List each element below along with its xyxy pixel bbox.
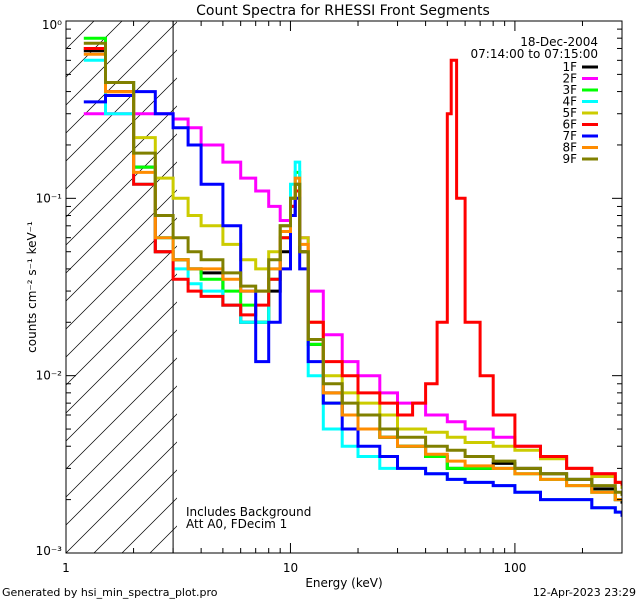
x-axis-label: Energy (keV) (305, 576, 382, 590)
legend-label-5F: 5F (562, 106, 577, 120)
hatch-line (0, 0, 22, 553)
legend-label-2F: 2F (562, 72, 577, 86)
hatch-line (66, 385, 177, 498)
attenuator-hatch-region (0, 0, 640, 553)
hatch-line (66, 273, 177, 386)
legend-label-4F: 4F (562, 95, 577, 109)
y-tick-label-1e-1: 10⁻¹ (36, 191, 63, 205)
legend-label-3F: 3F (562, 83, 577, 97)
x-tick-label-100: 100 (503, 561, 526, 575)
legend-label-9F: 9F (562, 152, 577, 166)
series-line-6F (83, 47, 622, 486)
annotation-background: Includes Background (186, 505, 311, 519)
hatch-line (66, 21, 151, 106)
hatch-line (66, 189, 177, 302)
legend-label-1F: 1F (562, 60, 577, 74)
x-tick-label-1: 1 (62, 561, 70, 575)
hatch-line (66, 49, 177, 162)
hatch-line (66, 413, 177, 526)
hatch-line (66, 441, 177, 553)
hatch-line (234, 0, 640, 553)
hatch-line (66, 21, 177, 134)
legend-label-8F: 8F (562, 141, 577, 155)
hatch-line (66, 77, 177, 190)
hatch-line (66, 357, 177, 470)
hatch-line (66, 217, 177, 330)
hatch-line (66, 245, 177, 358)
x-tick-label-10: 10 (283, 561, 298, 575)
plot-frame (65, 20, 623, 554)
series-layer (83, 36, 622, 517)
annotation-attenuator: Att A0, FDecim 1 (186, 517, 287, 531)
legend-time-range: 07:14:00 to 07:15:00 (471, 47, 598, 61)
chart-title: Count Spectra for RHESSI Front Segments (196, 3, 490, 19)
hatch-line (66, 133, 177, 246)
legend-date: 18-Dec-2004 (520, 35, 598, 49)
footer-generated-by: Generated by hsi_min_spectra_plot.pro (2, 586, 218, 599)
y-tick-label-1e0: 10⁰ (42, 18, 62, 32)
hatch-line (93, 469, 177, 553)
footer-timestamp: 12-Apr-2023 23:29 (533, 586, 636, 599)
series-line-8F (83, 52, 622, 502)
series-line-9F (83, 41, 622, 496)
y-axis-label: counts cm⁻² s⁻¹ keV⁻¹ (25, 221, 39, 353)
legend-label-7F: 7F (562, 129, 577, 143)
hatch-line (66, 161, 177, 274)
hatch-line (66, 329, 177, 442)
axis-ticks (65, 21, 623, 554)
y-tick-label-1e-3: 10⁻³ (36, 544, 63, 558)
legend-label-6F: 6F (562, 118, 577, 132)
y-tick-label-1e-2: 10⁻² (36, 369, 63, 383)
